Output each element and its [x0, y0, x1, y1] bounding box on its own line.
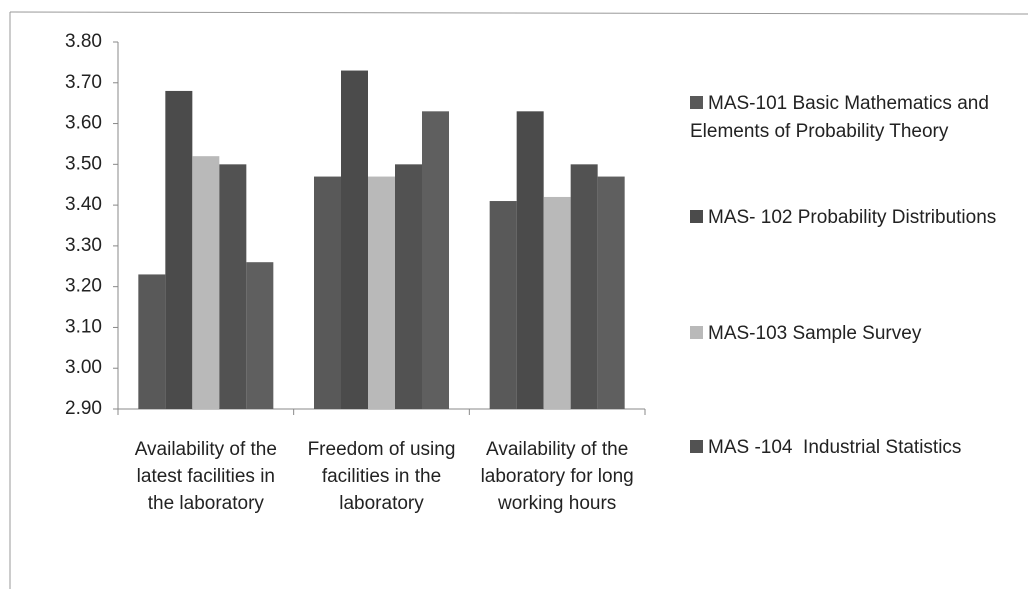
legend-label: MAS -104 Industrial Statistics [708, 437, 962, 458]
bar [368, 176, 395, 409]
legend-label: MAS-101 Basic Mathematics and Elements o… [690, 93, 995, 142]
bar [192, 156, 220, 409]
y-tick-label: 3.50 [65, 153, 102, 174]
y-tick-label: 3.40 [65, 194, 102, 215]
y-tick-label: 3.70 [65, 72, 102, 93]
legend-swatch [690, 210, 703, 223]
bar [543, 196, 571, 409]
legend-label: MAS-103 Sample Survey [708, 323, 922, 344]
x-tick-label: Availability of the laboratory for long … [480, 439, 634, 514]
legend-swatch [690, 440, 703, 453]
bar [516, 111, 544, 410]
y-tick-label: 2.90 [65, 398, 102, 419]
legend-item: MAS -104 Industrial Statistics [690, 434, 1020, 462]
y-tick-label: 3.30 [65, 235, 102, 256]
y-tick-label: 3.00 [65, 357, 102, 378]
legend-item: MAS-103 Sample Survey [690, 320, 1020, 348]
bar [570, 164, 598, 409]
bar [165, 90, 193, 409]
legend-swatch [690, 96, 703, 109]
legend-swatch [690, 326, 703, 339]
bar [138, 274, 166, 409]
y-tick-label: 3.60 [65, 113, 102, 134]
y-tick-label: 3.20 [65, 276, 102, 297]
bar [314, 176, 341, 409]
x-tick-label: Freedom of using facilities in the labor… [307, 439, 456, 514]
x-tick-label: Availability of the latest facilities in… [134, 439, 277, 514]
bar [395, 164, 422, 409]
frame-top [9, 11, 1028, 15]
legend-label: MAS- 102 Probability Distributions [708, 207, 997, 228]
y-tick-label: 3.10 [65, 316, 102, 337]
bar [246, 262, 274, 409]
y-tick-label: 3.80 [65, 31, 102, 52]
bar [489, 201, 517, 409]
bar [219, 164, 247, 409]
legend-item: MAS-101 Basic Mathematics and Elements o… [690, 90, 1020, 146]
bar [597, 176, 625, 409]
legend-item: MAS- 102 Probability Distributions [690, 204, 1020, 232]
bar [422, 111, 449, 410]
bar [341, 70, 368, 410]
